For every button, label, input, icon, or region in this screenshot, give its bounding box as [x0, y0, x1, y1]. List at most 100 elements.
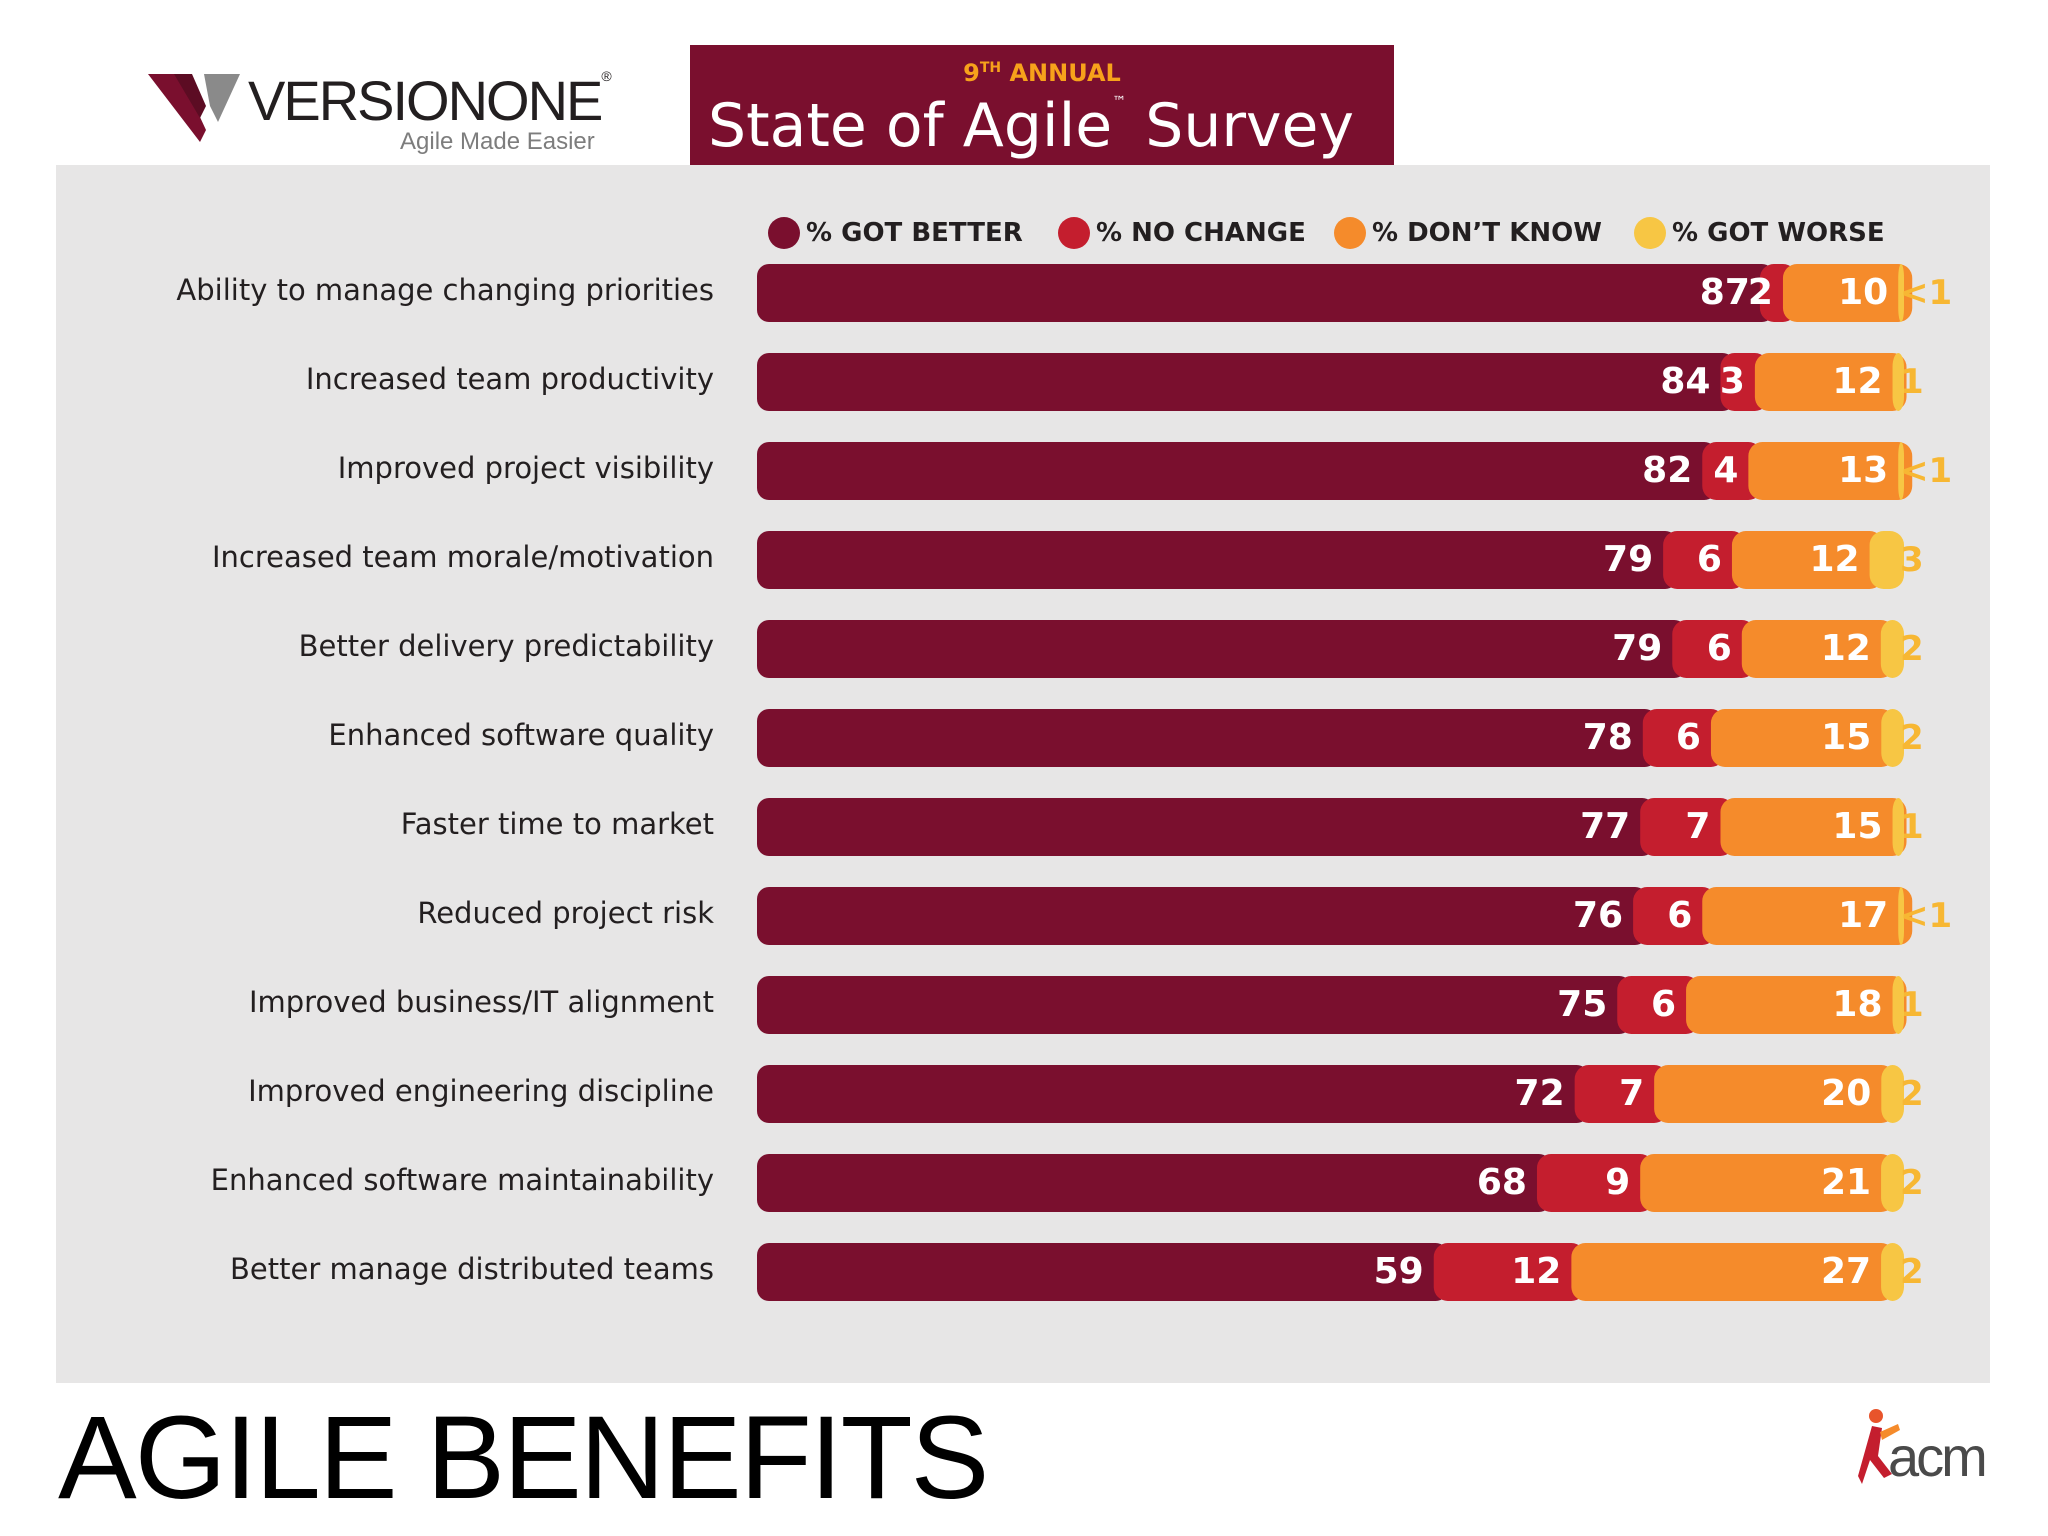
- data-label-got-worse: 2: [1900, 629, 1924, 669]
- bar-segment-got-better: [757, 709, 1657, 767]
- logo-brand-text: VERSIONONE®: [248, 68, 612, 132]
- data-label: 20: [1821, 1073, 1872, 1114]
- data-label: 9: [1605, 1162, 1631, 1203]
- data-label: 82: [1642, 450, 1693, 491]
- bar-segment-no-change: [1433, 1243, 1586, 1301]
- bar-segment-got-worse: [1881, 709, 1904, 767]
- survey-banner: 9TH ANNUAL State of Agile™ Survey: [690, 45, 1394, 165]
- data-label: 79: [1603, 539, 1654, 580]
- bar-segment-no-change: [1574, 1065, 1669, 1123]
- data-label: 18: [1832, 984, 1883, 1025]
- data-label: 27: [1820, 1251, 1872, 1292]
- bar-segment-dont-know: [1720, 798, 1907, 856]
- data-label: 72: [1514, 1073, 1565, 1114]
- data-label: 79: [1612, 628, 1663, 669]
- data-label: 12: [1511, 1251, 1562, 1292]
- data-label: 77: [1580, 806, 1631, 847]
- data-label: 4: [1713, 450, 1739, 491]
- bar-segment-got-worse: [1881, 1243, 1904, 1301]
- data-label: 6: [1675, 717, 1701, 758]
- data-label: 13: [1838, 450, 1889, 491]
- versionone-logo: VERSIONONE® Agile Made Easier: [148, 60, 618, 170]
- category-label: Enhanced software maintainability: [210, 1163, 714, 1197]
- bar-segment-dont-know: [1702, 887, 1913, 945]
- data-label: 84: [1660, 361, 1711, 402]
- bar-segment-got-better: [757, 976, 1632, 1034]
- bar-segment-no-change: [1642, 709, 1725, 767]
- legend-label: % DON’T KNOW: [1372, 218, 1602, 248]
- bar-segment-dont-know: [1686, 976, 1907, 1034]
- category-label: Faster time to market: [400, 807, 714, 841]
- legend-label: % NO CHANGE: [1096, 218, 1306, 248]
- category-label: Reduced project risk: [417, 896, 714, 930]
- legend-item-got-better: % GOT BETTER: [768, 215, 1023, 251]
- bar-segment-dont-know: [1654, 1065, 1896, 1123]
- bar-segment-dont-know: [1748, 442, 1913, 500]
- category-label: Better manage distributed teams: [230, 1252, 714, 1286]
- data-label: 10: [1838, 272, 1889, 313]
- bar-segment-dont-know: [1782, 264, 1913, 322]
- data-label: 6: [1696, 539, 1722, 580]
- data-label-got-worse: <1: [1900, 896, 1953, 936]
- data-label: 6: [1706, 628, 1732, 669]
- bar-segment-dont-know: [1640, 1154, 1896, 1212]
- legend-swatch-dont-know: [1334, 217, 1366, 249]
- acm-logo-text: acm: [1888, 1425, 1988, 1488]
- bar-segment-got-worse: [1869, 531, 1904, 589]
- data-label: 87: [1699, 272, 1750, 313]
- data-label: 21: [1820, 1162, 1872, 1203]
- data-label: 7: [1685, 806, 1711, 847]
- data-label-got-worse: 2: [1900, 718, 1924, 758]
- data-label: 75: [1557, 984, 1608, 1025]
- data-label: 2: [1747, 272, 1773, 313]
- category-label: Increased team productivity: [305, 362, 714, 396]
- logo-tagline: Agile Made Easier: [400, 128, 595, 155]
- bar-segment-got-worse: [1880, 620, 1904, 678]
- legend-swatch-got-better: [768, 217, 800, 249]
- data-label-got-worse: 3: [1900, 540, 1924, 580]
- category-label: Better delivery predictability: [298, 629, 714, 663]
- legend-item-no-change: % NO CHANGE: [1058, 215, 1306, 251]
- bar-segment-no-change: [1640, 798, 1735, 856]
- data-label: 3: [1719, 361, 1745, 402]
- acm-runner-icon: [1858, 1409, 1900, 1484]
- data-label: 17: [1838, 895, 1889, 936]
- banner-eyebrow: 9TH ANNUAL: [963, 59, 1121, 87]
- bar-segment-got-better: [757, 531, 1678, 589]
- data-label: 12: [1832, 361, 1883, 402]
- bar-segment-got-better: [757, 1154, 1551, 1212]
- bar-segment-dont-know: [1731, 531, 1884, 589]
- data-label: 15: [1832, 806, 1883, 847]
- data-label-got-worse: 1: [1900, 362, 1924, 402]
- banner-title: State of Agile™ Survey: [708, 91, 1354, 161]
- data-label: 78: [1582, 717, 1633, 758]
- bar-segment-got-worse: [1898, 442, 1904, 500]
- bar-segment-got-better: [757, 1065, 1589, 1123]
- slide-title: AGILE BENEFITS: [58, 1392, 989, 1524]
- category-label: Increased team morale/motivation: [211, 540, 714, 574]
- data-label: 12: [1820, 628, 1871, 669]
- bar-segment-got-worse: [1898, 887, 1904, 945]
- bar-segment-got-worse: [1898, 264, 1904, 322]
- legend-item-got-worse: % GOT WORSE: [1634, 215, 1885, 251]
- bar-segment-no-change: [1663, 531, 1746, 589]
- legend-swatch-no-change: [1058, 217, 1090, 249]
- bar-segment-got-better: [757, 264, 1774, 322]
- category-label: Improved engineering discipline: [248, 1074, 714, 1108]
- data-label: 76: [1572, 895, 1624, 936]
- data-label: 7: [1619, 1073, 1645, 1114]
- legend-swatch-got-worse: [1634, 217, 1666, 249]
- bar-segment-got-better: [757, 887, 1648, 945]
- bar-segment-got-worse: [1881, 1065, 1904, 1123]
- acm-logo: acm: [1858, 1404, 1998, 1504]
- bar-segment-got-better: [757, 798, 1655, 856]
- data-label-got-worse: <1: [1900, 273, 1953, 313]
- data-label-got-worse: 1: [1900, 985, 1924, 1025]
- bar-segment-no-change: [1672, 620, 1756, 678]
- bar-segment-dont-know: [1754, 353, 1907, 411]
- bar-segment-got-better: [757, 353, 1735, 411]
- bar-segment-dont-know: [1741, 620, 1895, 678]
- bar-segment-got-worse: [1892, 353, 1904, 411]
- data-label: 6: [1667, 895, 1693, 936]
